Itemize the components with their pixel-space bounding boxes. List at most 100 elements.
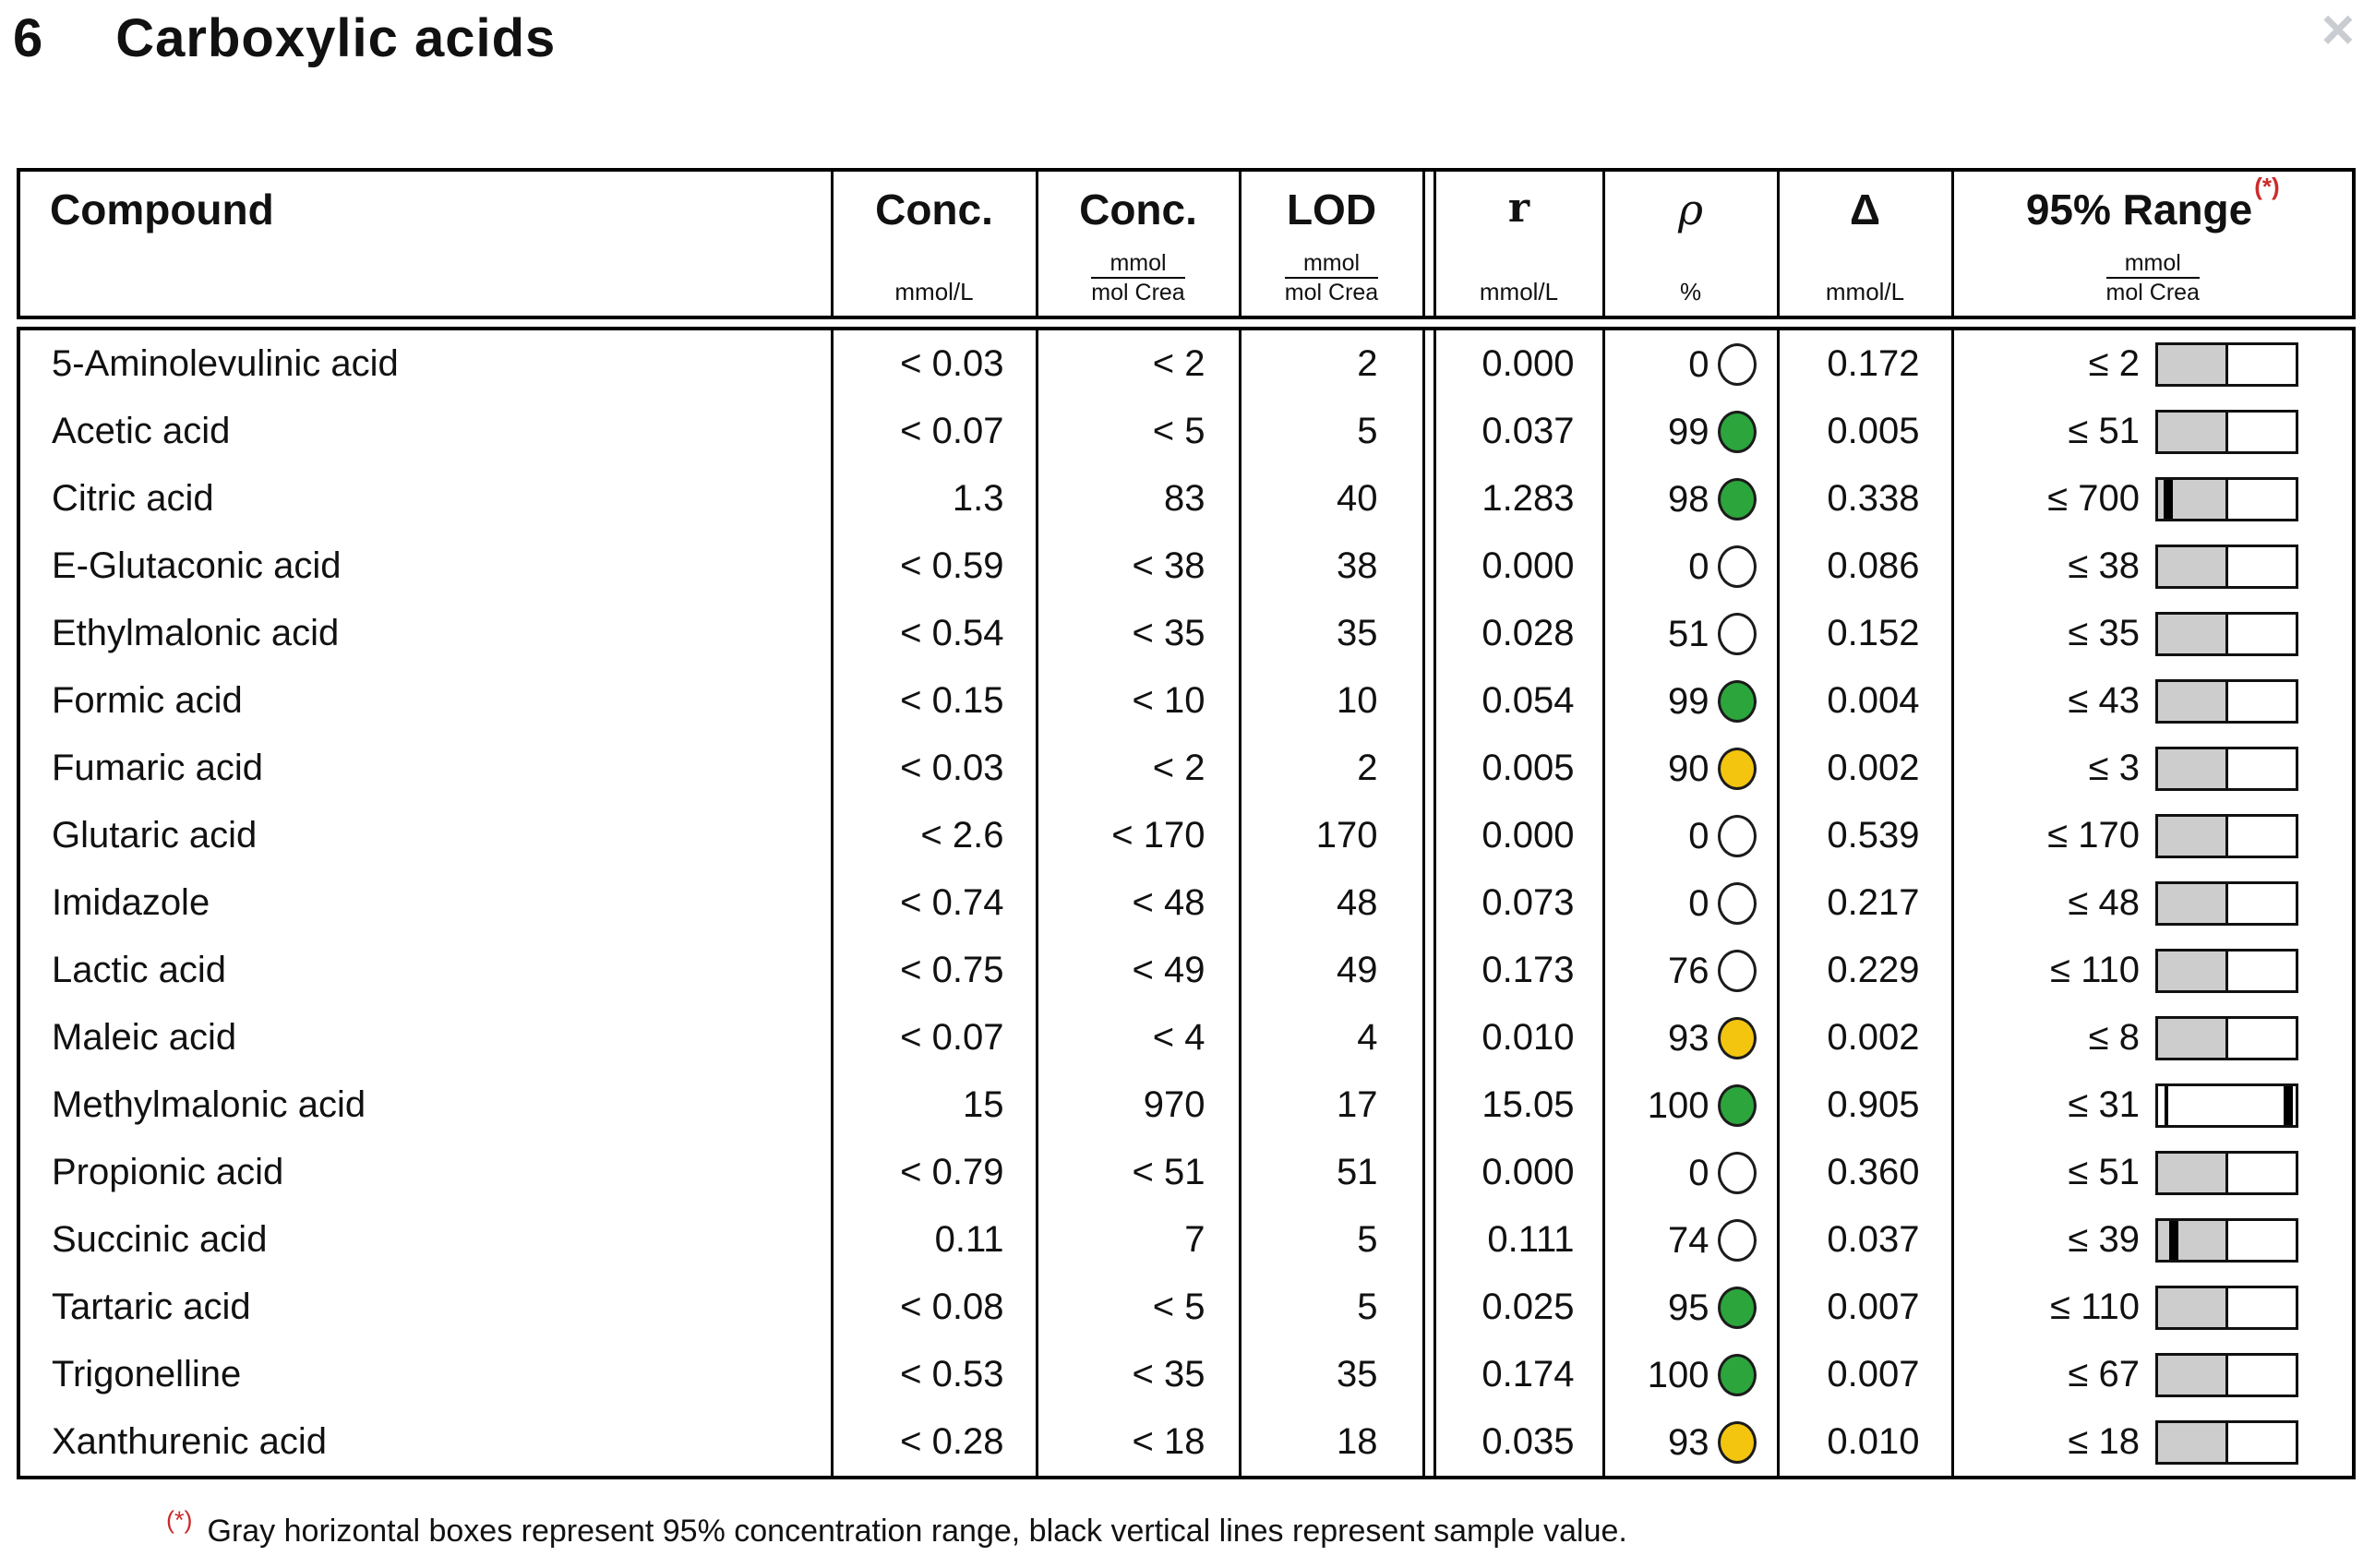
section-number: 6 xyxy=(13,8,44,68)
delta-value: 0.905 xyxy=(1776,1071,1954,1139)
rho-value: 99 xyxy=(1668,411,1709,452)
rho-value: 100 xyxy=(1647,1354,1709,1395)
range-bar xyxy=(2155,1217,2298,1263)
footnote-marker: (*) xyxy=(166,1506,193,1534)
range-limit: ≤ 48 xyxy=(2068,882,2140,924)
rho-cell: 100 xyxy=(1601,1071,1780,1139)
range-limit: ≤ 67 xyxy=(2068,1354,2140,1395)
compound-name: Maleic acid xyxy=(17,1004,834,1071)
r-value: 0.173 xyxy=(1433,937,1605,1004)
range-cell: ≤ 43 xyxy=(1950,667,2356,735)
conc-mmol-l-value: < 0.03 xyxy=(830,329,1038,398)
rho-cell: 0 xyxy=(1601,329,1780,398)
range-bar xyxy=(2155,1015,2298,1060)
compound-name: 5-Aminolevulinic acid xyxy=(17,329,834,398)
range-95pct-box xyxy=(2158,412,2228,451)
footnote-reference: (*) xyxy=(2254,172,2280,200)
conc-mmol-l-value: < 0.08 xyxy=(830,1274,1038,1341)
table-row: Citric acid 1.3 83 40 1.283 98 0.338 ≤ 700 xyxy=(17,465,2356,533)
delta-value: 0.005 xyxy=(1776,398,1954,465)
range-limit: ≤ 170 xyxy=(2047,815,2140,856)
compound-name: Citric acid xyxy=(17,465,834,533)
compound-name: Propionic acid xyxy=(17,1139,834,1206)
range-95pct-box xyxy=(2158,1153,2228,1192)
column-divider xyxy=(1421,465,1436,533)
conc-mmol-l-value: < 2.6 xyxy=(830,802,1038,869)
rho-cell: 0 xyxy=(1601,533,1780,600)
range-95pct-box xyxy=(2158,1355,2228,1394)
lod-value: 48 xyxy=(1238,869,1425,937)
conc-mmol-l-value: < 0.79 xyxy=(830,1139,1038,1206)
range-bar xyxy=(2155,611,2298,656)
lod-value: 35 xyxy=(1238,600,1425,667)
range-limit: ≤ 51 xyxy=(2068,1152,2140,1193)
rho-value: 74 xyxy=(1668,1219,1709,1261)
range-95pct-box xyxy=(2158,614,2228,653)
r-value: 0.174 xyxy=(1433,1341,1605,1408)
delta-value: 0.007 xyxy=(1776,1274,1954,1341)
rho-cell: 93 xyxy=(1601,1004,1780,1071)
rho-value: 100 xyxy=(1647,1084,1709,1126)
conc-mol-crea-value: 970 xyxy=(1035,1071,1241,1139)
rho-cell: 95 xyxy=(1601,1274,1780,1341)
range-cell: ≤ 31 xyxy=(1950,1071,2356,1139)
col-header-rho: ρ % xyxy=(1601,170,1780,317)
conc-mol-crea-value: < 49 xyxy=(1035,937,1241,1004)
unit-label: % xyxy=(1679,278,1702,305)
range-bar xyxy=(2155,1083,2298,1128)
rho-cell: 0 xyxy=(1601,802,1780,869)
compound-name: Formic acid xyxy=(17,667,834,735)
range-bar xyxy=(2155,678,2298,724)
compound-name: Lactic acid xyxy=(17,937,834,1004)
r-value: 0.111 xyxy=(1433,1206,1605,1274)
r-value: 0.000 xyxy=(1433,802,1605,869)
col-header-r: r mmol/L xyxy=(1433,170,1605,317)
sample-value-line xyxy=(2168,1220,2178,1260)
lod-value: 5 xyxy=(1238,1274,1425,1341)
range-bar xyxy=(2155,476,2298,521)
conc-mmol-l-value: < 0.07 xyxy=(830,398,1038,465)
rho-value: 76 xyxy=(1668,950,1709,991)
r-value: 0.028 xyxy=(1433,600,1605,667)
range-cell: ≤ 170 xyxy=(1950,802,2356,869)
table-row: Tartaric acid < 0.08 < 5 5 0.025 95 0.007 ≤ 110 xyxy=(17,1274,2356,1341)
lod-value: 40 xyxy=(1238,465,1425,533)
range-cell: ≤ 8 xyxy=(1950,1004,2356,1071)
range-bar xyxy=(2155,948,2298,993)
delta-value: 0.037 xyxy=(1776,1206,1954,1274)
compound-name: Methylmalonic acid xyxy=(17,1071,834,1139)
sample-value-line xyxy=(2163,479,2173,519)
range-limit: ≤ 2 xyxy=(2088,343,2140,385)
delta-value: 0.338 xyxy=(1776,465,1954,533)
unit-fraction: mmol mol Crea xyxy=(1091,250,1185,305)
lod-value: 2 xyxy=(1238,735,1425,802)
status-circle-yellow xyxy=(1717,1421,1757,1465)
conc-mmol-l-value: < 0.03 xyxy=(830,735,1038,802)
range-cell: ≤ 67 xyxy=(1950,1341,2356,1408)
range-limit: ≤ 8 xyxy=(2088,1017,2140,1059)
close-icon[interactable]: × xyxy=(2321,0,2355,62)
delta-value: 0.086 xyxy=(1776,533,1954,600)
range-cell: ≤ 18 xyxy=(1950,1408,2356,1478)
column-divider xyxy=(1421,1004,1436,1071)
column-divider xyxy=(1421,170,1436,317)
conc-mol-crea-value: 7 xyxy=(1035,1206,1241,1274)
footnote-text: Gray horizontal boxes represent 95% conc… xyxy=(207,1514,1627,1549)
lod-value: 4 xyxy=(1238,1004,1425,1071)
table-row: Acetic acid < 0.07 < 5 5 0.037 99 0.005 ≤ 51 xyxy=(17,398,2356,465)
conc-mol-crea-value: < 18 xyxy=(1035,1408,1241,1478)
range-limit: ≤ 51 xyxy=(2068,411,2140,452)
compound-name: Tartaric acid xyxy=(17,1274,834,1341)
delta-value: 0.010 xyxy=(1776,1408,1954,1478)
table-row: Fumaric acid < 0.03 < 2 2 0.005 90 0.002 ≤ 3 xyxy=(17,735,2356,802)
table-row: Propionic acid < 0.79 < 51 51 0.000 0 0.360 ≤ 5… xyxy=(17,1139,2356,1206)
table-header: Compound Conc. mmol/L Conc. mmol mol Crea… xyxy=(17,168,2356,319)
status-circle-yellow xyxy=(1717,748,1757,791)
delta-value: 0.152 xyxy=(1776,600,1954,667)
unit-fraction: mmol mol Crea xyxy=(1284,250,1379,305)
rho-value: 93 xyxy=(1668,1017,1709,1059)
table-row: Imidazole < 0.74 < 48 48 0.073 0 0.217 ≤ 48 xyxy=(17,869,2356,937)
r-value: 0.037 xyxy=(1433,398,1605,465)
rho-cell: 100 xyxy=(1601,1341,1780,1408)
range-bar xyxy=(2155,746,2298,791)
